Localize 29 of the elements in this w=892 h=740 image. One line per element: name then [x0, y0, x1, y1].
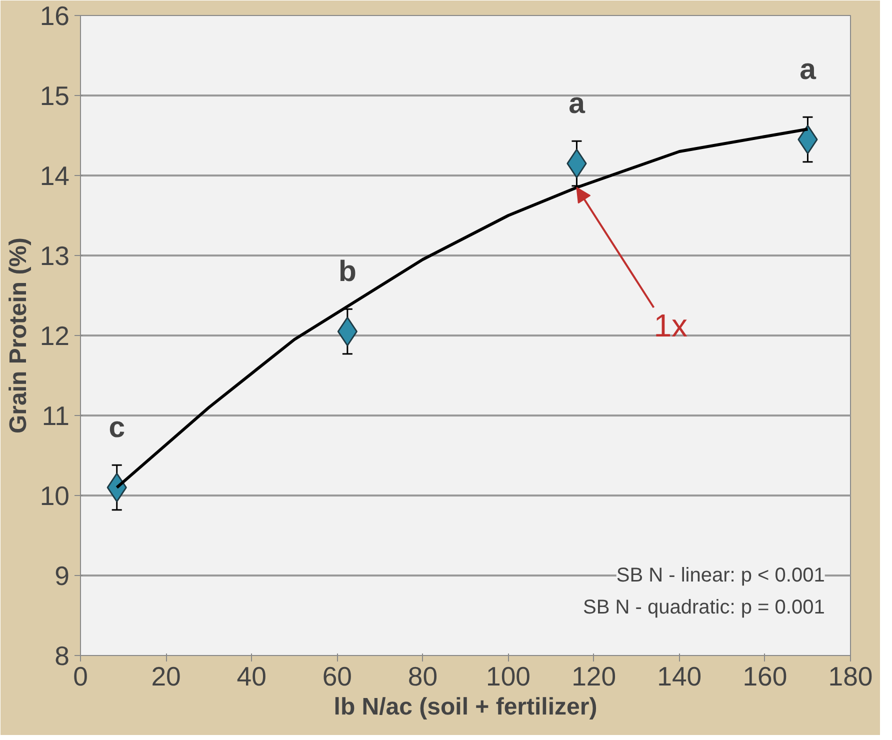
annotation: 1x: [654, 308, 688, 344]
x-tick-label: 0: [73, 662, 88, 692]
y-tick-label: 9: [54, 561, 70, 591]
annotation: b: [338, 255, 356, 288]
x-tick-label: 160: [742, 662, 788, 692]
x-tick-label: 20: [151, 662, 181, 692]
annotation: SB N - linear: p < 0.001: [616, 564, 825, 586]
x-tick-label: 100: [486, 662, 531, 692]
x-tick-label: 80: [408, 662, 438, 692]
annotation: SB N - quadratic: p = 0.001: [583, 596, 825, 618]
y-tick-label: 8: [54, 641, 70, 671]
y-tick-label: 13: [40, 241, 70, 271]
x-tick-label: 60: [322, 662, 352, 692]
x-tick-label: 140: [657, 662, 702, 692]
y-tick-label: 14: [40, 161, 70, 191]
y-tick-label: 16: [40, 1, 70, 31]
y-tick-label: 12: [40, 321, 70, 351]
y-tick-label: 10: [40, 481, 70, 511]
x-tick-label: 40: [236, 662, 266, 692]
x-tick-label: 120: [572, 662, 616, 692]
annotation: a: [568, 87, 586, 120]
y-axis-title: Grain Protein (%): [4, 237, 32, 434]
point: [337, 316, 358, 346]
x-axis-title: lb N/ac (soil + fertilizer): [334, 694, 598, 720]
y-tick-label: 15: [40, 81, 70, 111]
y-tick-label: 11: [42, 401, 70, 431]
x-tick-label: 180: [828, 662, 873, 692]
annotation: c: [108, 411, 126, 444]
annotation: a: [800, 53, 817, 86]
